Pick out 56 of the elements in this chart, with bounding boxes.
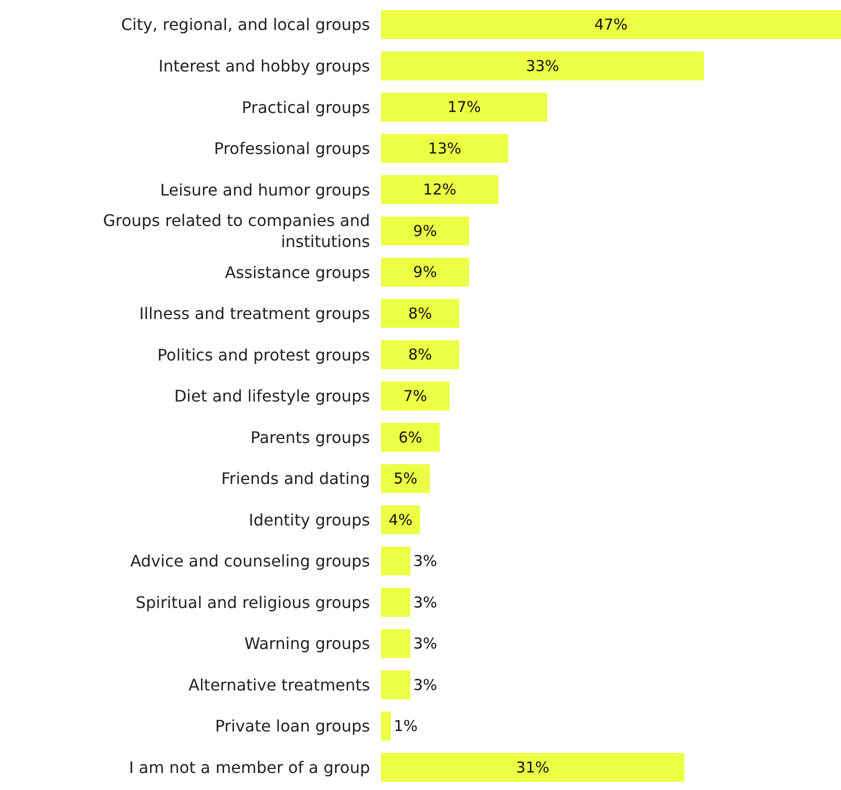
bar <box>381 175 498 204</box>
data-label: 17% <box>448 98 481 116</box>
y-tick-label: City, regional, and local groups <box>121 15 370 34</box>
data-label: 9% <box>413 222 437 240</box>
y-tick-label: Illness and treatment groups <box>139 304 370 324</box>
bar <box>381 299 460 328</box>
bar <box>381 588 410 617</box>
data-label: 3% <box>413 552 438 570</box>
data-label: 8% <box>408 304 432 322</box>
bar <box>381 629 410 658</box>
data-label: 3% <box>413 634 438 653</box>
data-label: 5% <box>394 470 418 488</box>
bar <box>381 216 470 246</box>
bar <box>381 51 704 80</box>
data-label: 3% <box>413 676 438 694</box>
y-tick-label: Advice and counseling groups <box>130 552 370 571</box>
y-tick-label: Practical groups <box>242 98 370 117</box>
data-label: 3% <box>413 593 438 612</box>
y-tick-label: Private loan groups <box>215 716 370 736</box>
bar <box>381 422 440 452</box>
data-label: 1% <box>394 717 418 736</box>
data-label: 33% <box>526 56 560 75</box>
data-label: 7% <box>403 387 428 405</box>
bar <box>381 382 450 410</box>
bar <box>381 134 508 163</box>
y-tick-label: Groups related to companies and institutions <box>102 211 370 251</box>
y-tick-label: Diet and lifestyle groups <box>174 386 370 406</box>
y-tick-label: I am not a member of a group <box>128 758 370 777</box>
bar <box>381 92 548 122</box>
bar <box>381 340 460 370</box>
y-tick-label: Interest and hobby groups <box>158 56 370 76</box>
bar <box>381 546 410 576</box>
bar <box>381 670 410 700</box>
bar <box>381 10 841 40</box>
data-label: 13% <box>428 139 462 158</box>
y-tick-label: Parents groups <box>250 428 370 447</box>
y-tick-label: Alternative treatments <box>188 675 370 694</box>
y-tick-label: Warning groups <box>244 634 370 654</box>
data-label: 9% <box>413 263 437 282</box>
bar <box>381 464 430 493</box>
bar <box>381 712 391 741</box>
y-tick-label: Assistance groups <box>224 262 370 282</box>
bar <box>381 752 684 782</box>
data-label: 47% <box>594 16 628 34</box>
y-tick-label: Leisure and humor groups <box>160 180 370 200</box>
data-label: 4% <box>388 510 412 529</box>
y-tick-label: Professional groups <box>214 139 370 158</box>
data-label: 31% <box>516 758 550 776</box>
y-tick-label: Friends and dating <box>221 469 370 488</box>
y-tick-label: Politics and protest groups <box>157 345 370 364</box>
data-label: 8% <box>408 346 432 364</box>
y-tick-label: Identity groups <box>248 510 370 530</box>
y-tick-label: Spiritual and religious groups <box>136 592 370 612</box>
data-label: 6% <box>398 428 422 446</box>
bar <box>381 258 470 287</box>
data-label: 12% <box>423 180 456 199</box>
